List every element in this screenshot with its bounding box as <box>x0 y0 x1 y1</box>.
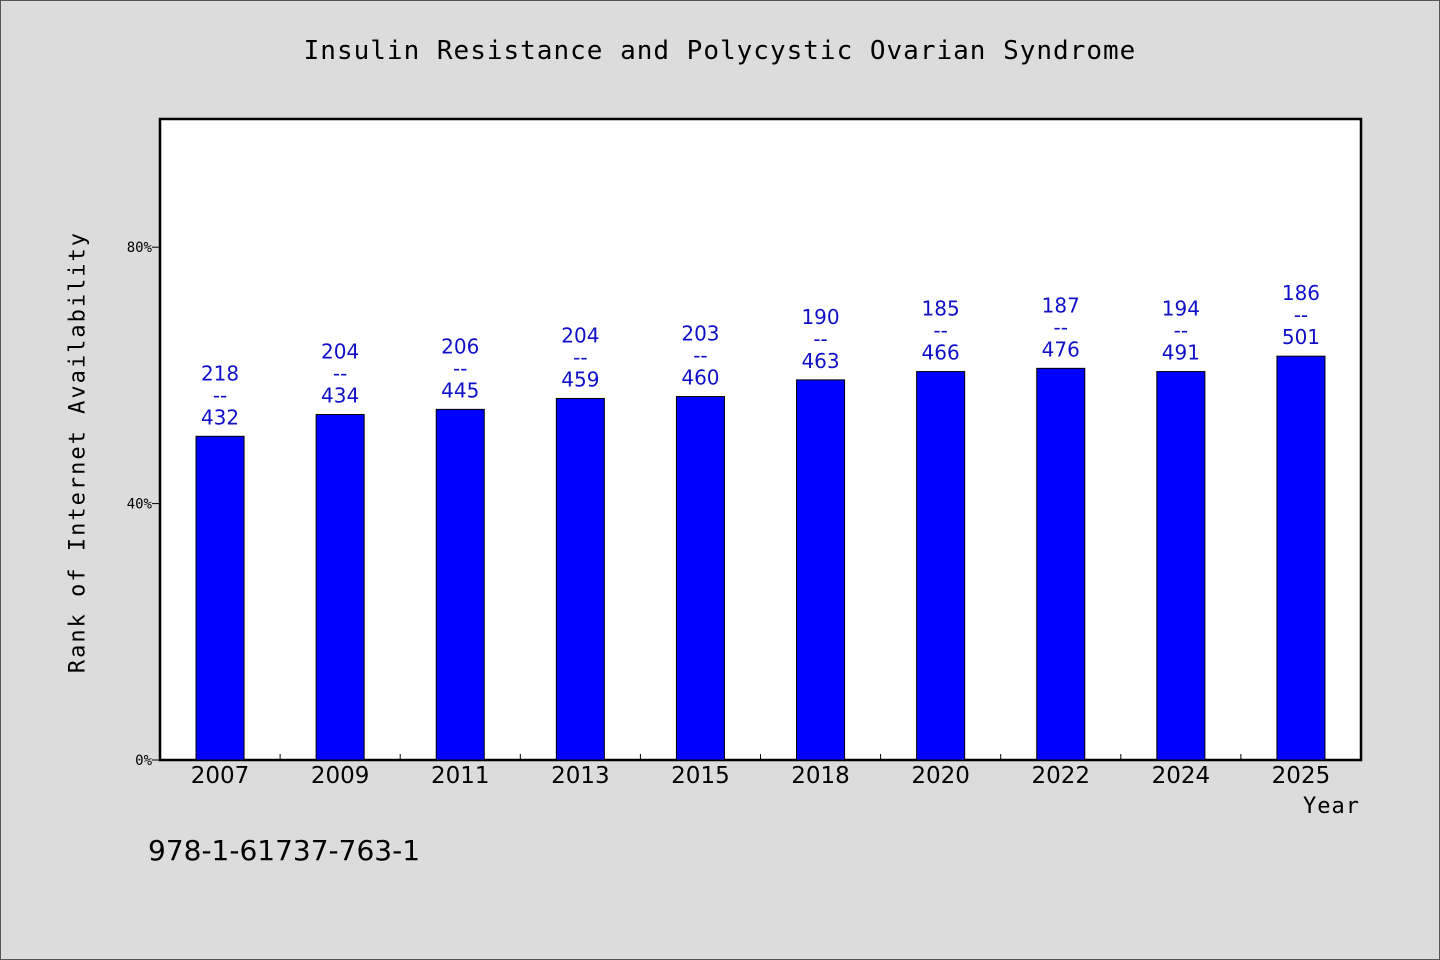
data-label: 463 <box>801 349 839 373</box>
data-label: 491 <box>1162 341 1200 365</box>
data-label: 185 <box>922 297 960 321</box>
x-tick-label: 2009 <box>311 763 370 789</box>
data-label: 466 <box>922 341 960 365</box>
x-tick-label: 2025 <box>1272 763 1331 789</box>
bar-2011 <box>435 408 485 761</box>
x-tick-label: 2015 <box>671 763 730 789</box>
data-label: -- <box>333 362 347 386</box>
data-label: -- <box>573 345 587 369</box>
x-tick-label: 2024 <box>1152 763 1211 789</box>
data-label: -- <box>693 344 707 368</box>
data-label: 432 <box>201 405 239 429</box>
x-axis-label: Year <box>1303 794 1360 819</box>
bar-2018 <box>796 379 846 761</box>
x-tick-label: 2011 <box>431 763 490 789</box>
bar-2013 <box>555 397 605 761</box>
data-label: 476 <box>1042 337 1080 361</box>
bar-2007 <box>195 435 245 761</box>
x-tick-label: 2007 <box>191 763 250 789</box>
data-label: -- <box>453 356 467 380</box>
data-label: -- <box>1054 315 1068 339</box>
chart-title: Insulin Resistance and Polycystic Ovaria… <box>303 36 1137 66</box>
data-label: -- <box>213 383 227 407</box>
y-tick-label: 0% <box>135 753 152 769</box>
bar-2025 <box>1276 355 1326 761</box>
x-tick-label: 2013 <box>551 763 610 789</box>
bar-2022 <box>1036 367 1086 761</box>
data-label: 460 <box>681 366 719 390</box>
bar-2024 <box>1156 371 1206 761</box>
data-label: 204 <box>321 340 359 364</box>
y-tick-label: 40% <box>127 497 153 513</box>
data-label: 206 <box>441 334 479 358</box>
data-label: 501 <box>1282 325 1320 349</box>
isbn-footnote: 978-1-61737-763-1 <box>148 834 421 867</box>
bar-2009 <box>315 414 365 761</box>
x-tick-label: 2020 <box>911 763 970 789</box>
data-label: 187 <box>1042 293 1080 317</box>
data-label: 190 <box>801 305 839 329</box>
y-tick-label: 80% <box>127 240 153 256</box>
bar-2015 <box>675 396 725 761</box>
data-label: -- <box>813 327 827 351</box>
data-label: -- <box>1174 319 1188 343</box>
data-label: -- <box>933 319 947 343</box>
data-label: 203 <box>681 322 719 346</box>
x-tick-label: 2018 <box>791 763 850 789</box>
data-label: 434 <box>321 384 359 408</box>
data-label: 204 <box>561 323 599 347</box>
data-label: 459 <box>561 367 599 391</box>
data-label: 186 <box>1282 281 1320 305</box>
data-label: -- <box>1294 303 1308 327</box>
x-tick-label: 2022 <box>1031 763 1090 789</box>
data-label: 194 <box>1162 297 1200 321</box>
data-label: 445 <box>441 378 479 402</box>
bar-2020 <box>916 371 966 761</box>
data-label: 218 <box>201 361 239 385</box>
